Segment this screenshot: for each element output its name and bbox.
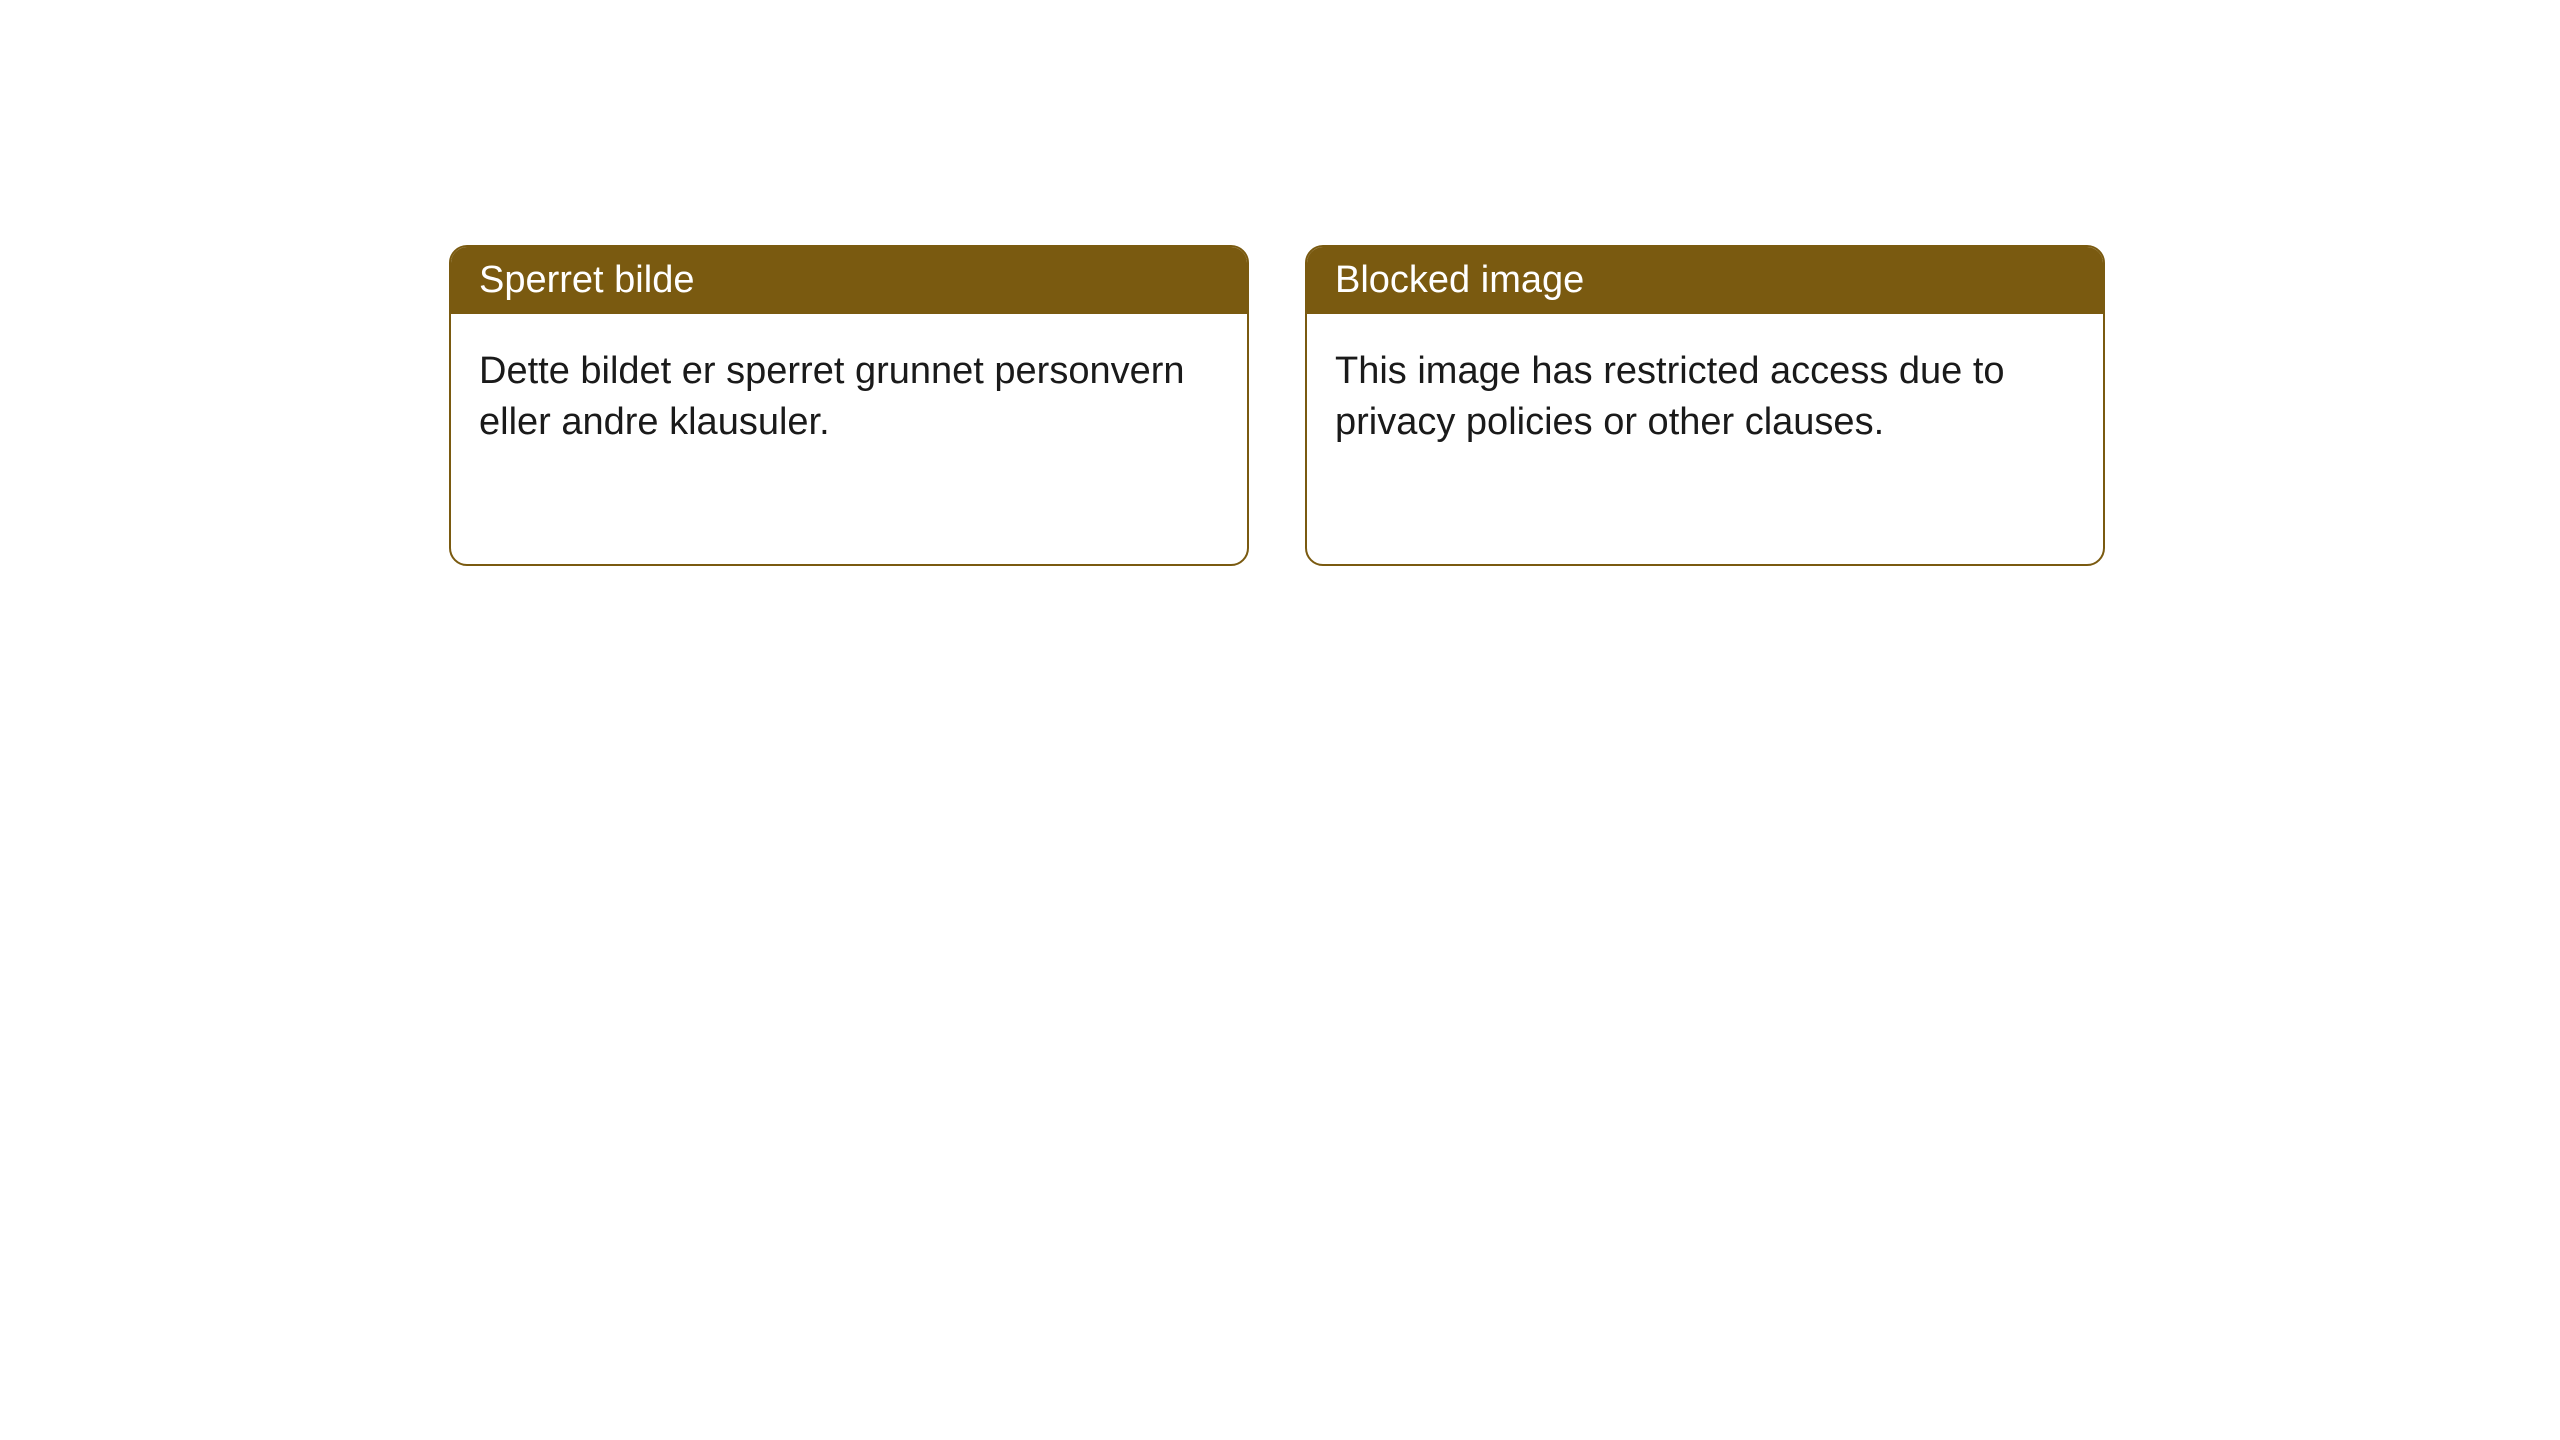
notice-box-norwegian: Sperret bilde Dette bildet er sperret gr… <box>449 245 1249 566</box>
notice-header: Blocked image <box>1307 247 2103 314</box>
notice-container: Sperret bilde Dette bildet er sperret gr… <box>449 245 2105 566</box>
notice-body: Dette bildet er sperret grunnet personve… <box>451 314 1247 564</box>
notice-title: Blocked image <box>1335 259 1584 301</box>
notice-box-english: Blocked image This image has restricted … <box>1305 245 2105 566</box>
notice-body: This image has restricted access due to … <box>1307 314 2103 564</box>
notice-header: Sperret bilde <box>451 247 1247 314</box>
notice-body-text: This image has restricted access due to … <box>1335 350 2005 443</box>
notice-title: Sperret bilde <box>479 259 694 301</box>
notice-body-text: Dette bildet er sperret grunnet personve… <box>479 350 1185 443</box>
